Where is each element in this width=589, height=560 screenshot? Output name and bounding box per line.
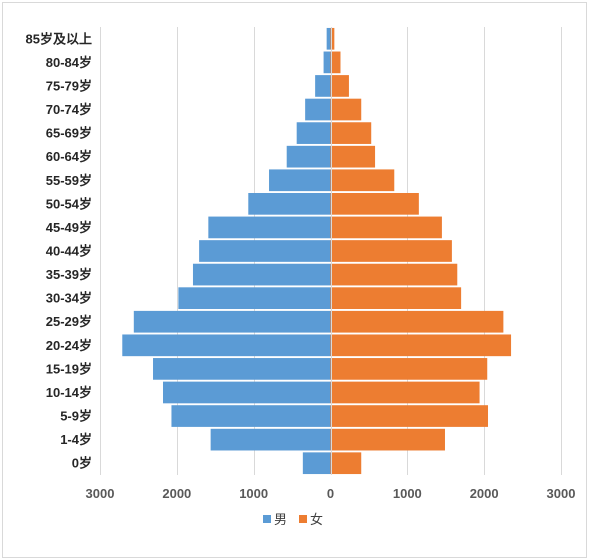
bar-male-0 bbox=[326, 27, 331, 50]
legend-swatch-female bbox=[299, 515, 307, 523]
bar-male-10 bbox=[192, 263, 331, 286]
category-label-9: 40-44岁 bbox=[46, 244, 92, 259]
category-labels: 85岁及以上 80-84岁 75-79岁 70-74岁 65-69岁 60-64岁 55-5… bbox=[26, 31, 92, 470]
category-label-5: 60-64岁 bbox=[46, 149, 92, 164]
bar-male-15 bbox=[163, 381, 331, 404]
bar-female-0 bbox=[330, 27, 335, 50]
x-tick-label-3: 0 bbox=[327, 486, 334, 501]
category-label-14: 15-19岁 bbox=[46, 361, 92, 376]
x-tick-label-1: 2000 bbox=[162, 486, 191, 501]
x-tick-label-4: 1000 bbox=[393, 486, 422, 501]
bar-female-9 bbox=[330, 240, 452, 262]
bar-male-4 bbox=[296, 122, 331, 144]
category-label-7: 50-54岁 bbox=[46, 196, 92, 211]
x-tick-labels: 3000 2000 1000 0 1000 2000 3000 bbox=[86, 486, 576, 501]
bar-male-12 bbox=[133, 310, 331, 333]
bar-female-17 bbox=[330, 428, 445, 451]
bar-male-3 bbox=[305, 98, 331, 121]
bar-female-1 bbox=[330, 51, 341, 74]
category-label-11: 30-34岁 bbox=[46, 291, 92, 306]
bar-female-14 bbox=[330, 358, 488, 380]
bar-female-5 bbox=[330, 145, 376, 168]
category-label-0: 85岁及以上 bbox=[26, 31, 92, 46]
bar-male-14 bbox=[153, 358, 331, 380]
legend: 男女 bbox=[263, 512, 323, 528]
bar-female-18 bbox=[330, 452, 362, 475]
bar-female-12 bbox=[330, 310, 504, 333]
legend-swatch-male bbox=[263, 515, 271, 523]
bar-male-8 bbox=[208, 216, 331, 239]
bar-female-6 bbox=[330, 169, 395, 192]
x-tick-label-0: 3000 bbox=[86, 486, 115, 501]
legend-label-male: 男 bbox=[274, 513, 287, 528]
category-label-10: 35-39岁 bbox=[46, 267, 92, 282]
bar-male-11 bbox=[178, 287, 331, 310]
bar-male-6 bbox=[269, 169, 331, 192]
bar-male-2 bbox=[315, 75, 331, 97]
bar-female-13 bbox=[330, 334, 512, 357]
bar-male-1 bbox=[323, 51, 331, 74]
category-label-3: 70-74岁 bbox=[46, 102, 92, 117]
category-label-16: 5-9岁 bbox=[60, 409, 92, 424]
category-label-4: 65-69岁 bbox=[46, 126, 92, 141]
bar-male-13 bbox=[122, 334, 331, 357]
category-label-17: 1-4岁 bbox=[60, 432, 92, 447]
category-label-6: 55-59岁 bbox=[46, 173, 92, 188]
x-tick-label-2: 1000 bbox=[239, 486, 268, 501]
bar-male-18 bbox=[302, 452, 331, 475]
bar-female-7 bbox=[330, 192, 419, 215]
category-label-2: 75-79岁 bbox=[46, 78, 92, 93]
bar-male-17 bbox=[210, 428, 331, 451]
bar-male-16 bbox=[171, 405, 331, 427]
bar-female-8 bbox=[330, 216, 442, 239]
category-label-15: 10-14岁 bbox=[46, 385, 92, 400]
bars bbox=[122, 27, 512, 475]
category-label-8: 45-49岁 bbox=[46, 220, 92, 235]
bar-female-4 bbox=[330, 122, 372, 144]
bar-female-3 bbox=[330, 98, 362, 121]
bar-female-10 bbox=[330, 263, 458, 286]
category-label-1: 80-84岁 bbox=[46, 55, 92, 70]
x-tick-label-5: 2000 bbox=[470, 486, 499, 501]
bar-male-5 bbox=[286, 145, 331, 168]
bar-female-16 bbox=[330, 405, 489, 427]
category-label-18: 0岁 bbox=[72, 456, 92, 471]
bar-male-7 bbox=[248, 192, 331, 215]
bar-female-11 bbox=[330, 287, 462, 310]
legend-label-female: 女 bbox=[310, 512, 323, 528]
bar-female-2 bbox=[330, 75, 349, 97]
category-label-12: 25-29岁 bbox=[46, 314, 92, 329]
category-label-13: 20-24岁 bbox=[46, 338, 92, 353]
bar-female-15 bbox=[330, 381, 480, 404]
bar-male-9 bbox=[199, 240, 331, 262]
x-tick-label-6: 3000 bbox=[547, 486, 576, 501]
